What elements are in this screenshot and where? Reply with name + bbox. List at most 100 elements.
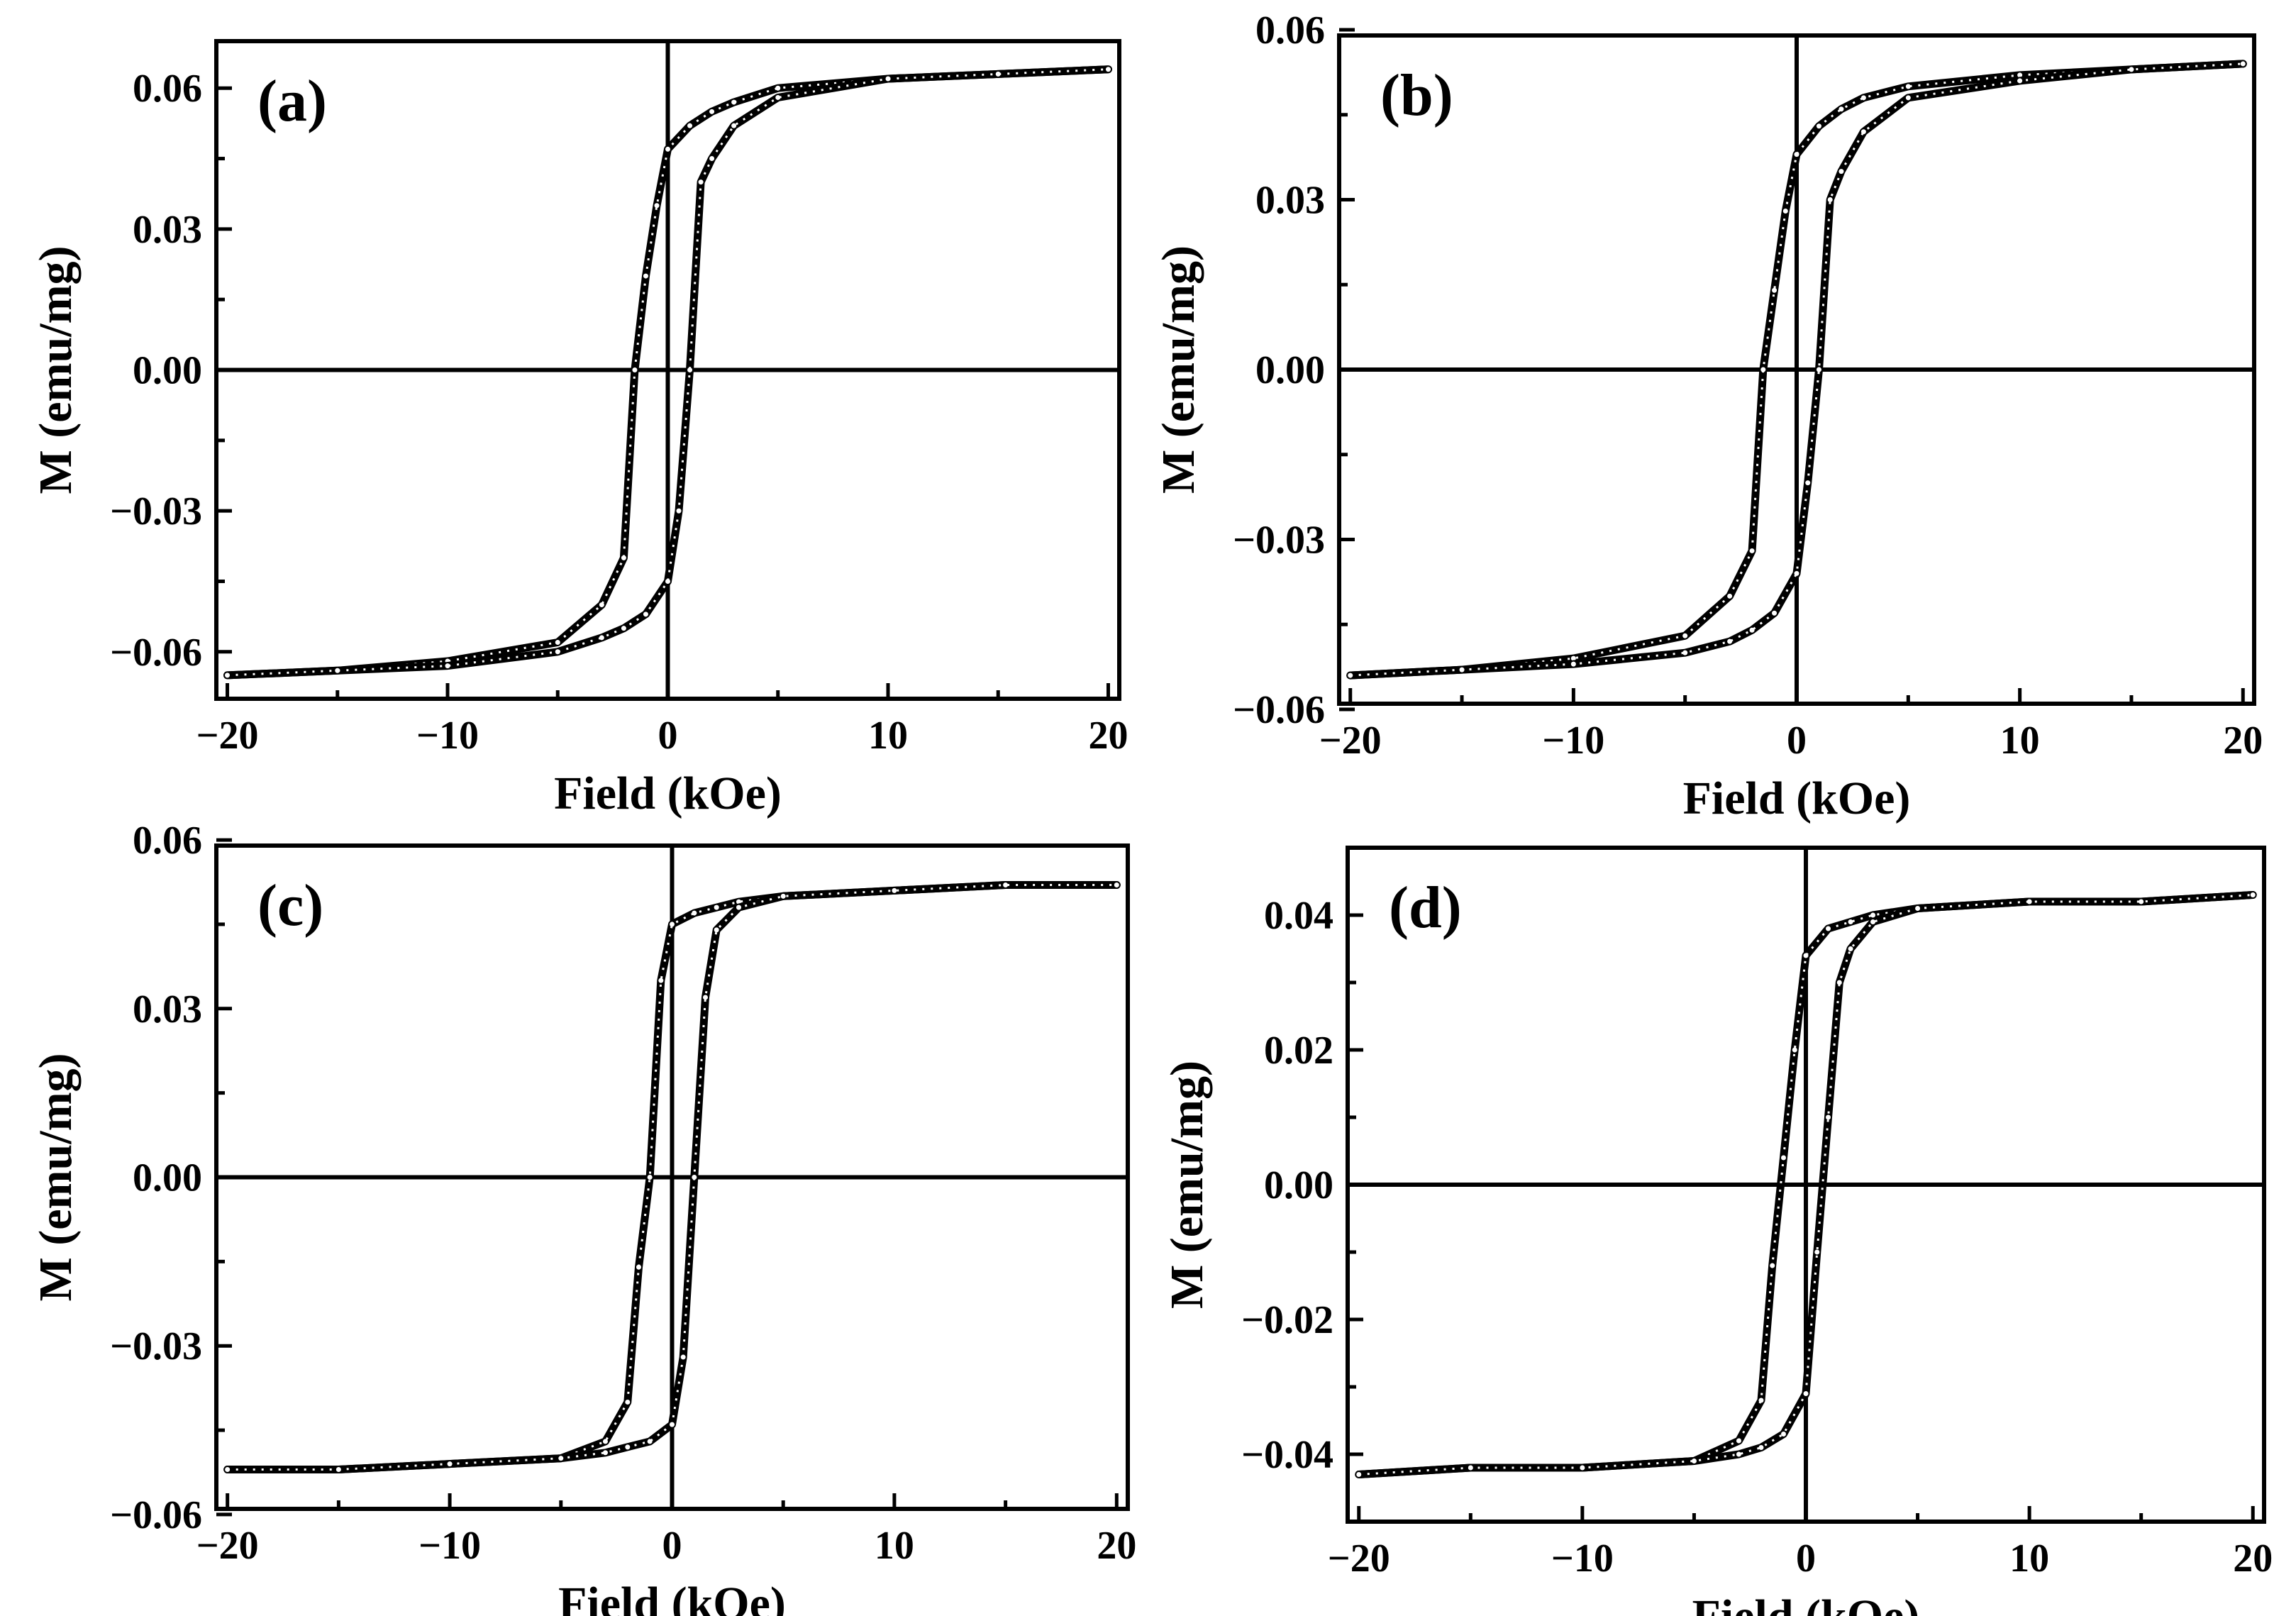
- data-point: [692, 910, 697, 916]
- data-point: [2139, 899, 2144, 904]
- data-point: [1794, 570, 1799, 576]
- panel-b: −20 −10 0 10 20 0.06 0.03 0.00 −0.03 −0.06 Field (…: [1153, 9, 2263, 824]
- data-point: [2250, 892, 2256, 897]
- data-point: [714, 904, 719, 910]
- data-point: [1772, 610, 1778, 616]
- data-point: [1816, 123, 1821, 129]
- y-tick-label: 0.06: [1255, 9, 1325, 52]
- data-point: [1839, 169, 1844, 175]
- data-point: [1826, 1114, 1831, 1120]
- data-point: [602, 1439, 608, 1444]
- y-tick-label: −0.03: [110, 1324, 202, 1368]
- data-point: [1758, 1445, 1764, 1450]
- data-point: [687, 367, 693, 372]
- data-point: [1691, 1459, 1697, 1463]
- data-point: [2026, 899, 2032, 904]
- data-point: [1860, 129, 1866, 135]
- x-tick-label: −10: [416, 714, 479, 758]
- data-point: [1682, 650, 1688, 655]
- data-point: [1770, 1263, 1775, 1268]
- data-point: [1760, 367, 1766, 372]
- data-point: [602, 1450, 608, 1456]
- data-point: [1803, 953, 1809, 958]
- y-tick-label: 0.00: [133, 1156, 202, 1200]
- data-point: [1570, 661, 1576, 667]
- data-point: [736, 904, 742, 910]
- x-tick-label: −10: [418, 1524, 481, 1568]
- data-point: [775, 85, 781, 91]
- data-point: [599, 602, 604, 608]
- data-point: [676, 508, 682, 514]
- data-point: [2129, 67, 2134, 72]
- data-point: [643, 273, 648, 279]
- data-point: [709, 109, 715, 114]
- x-tick-label: −20: [1328, 1537, 1390, 1581]
- data-point: [1792, 1047, 1797, 1053]
- data-point: [654, 203, 660, 209]
- data-point: [885, 76, 891, 82]
- data-point: [1848, 919, 1853, 924]
- data-point: [445, 663, 450, 669]
- data-point: [1814, 1249, 1820, 1255]
- data-point: [1780, 1432, 1786, 1437]
- data-point: [892, 887, 897, 893]
- data-point: [703, 995, 709, 1000]
- data-point: [625, 1444, 631, 1450]
- data-point: [2017, 72, 2023, 78]
- data-point: [2240, 61, 2246, 67]
- data-point: [1570, 655, 1576, 661]
- data-point: [1348, 673, 1353, 678]
- y-tick-label: 0.06: [133, 67, 202, 111]
- y-tick-label: −0.02: [1241, 1298, 1333, 1342]
- x-tick-label: 0: [1787, 719, 1807, 763]
- panel-label: (d): [1389, 875, 1462, 941]
- data-point: [1356, 1472, 1362, 1477]
- y-tick-label: −0.06: [1233, 688, 1325, 732]
- data-point: [731, 99, 737, 105]
- data-point: [1836, 980, 1842, 985]
- y-tick-label: 0.03: [1255, 179, 1325, 223]
- data-point: [1772, 287, 1778, 293]
- data-point: [1758, 1398, 1764, 1403]
- data-point: [335, 1467, 341, 1473]
- x-tick-label: 20: [1088, 714, 1128, 758]
- x-axis-label: Field (kOe): [1692, 1590, 1920, 1616]
- series-overlay-ascending: [227, 68, 1109, 677]
- y-axis-label: M (emu/mg): [30, 245, 82, 494]
- data-point: [670, 1422, 675, 1427]
- data-point: [1468, 1465, 1473, 1471]
- y-axis-label: M (emu/mg): [1153, 245, 1204, 494]
- data-point: [1870, 919, 1876, 924]
- x-tick-label: −10: [1551, 1537, 1614, 1581]
- series-overlay-ascending: [1358, 894, 2253, 1476]
- data-point: [658, 978, 664, 983]
- data-point: [1749, 548, 1755, 553]
- data-point: [1905, 84, 1911, 89]
- data-point: [995, 71, 1001, 77]
- panel-a: −20 −10 0 10 20 0.06 0.03 0.00 −0.03 −0.06 Field (…: [30, 39, 1128, 819]
- data-point: [1749, 627, 1755, 633]
- data-point: [225, 673, 231, 678]
- x-tick-label: 10: [875, 1524, 914, 1568]
- x-tick-label: 20: [2233, 1537, 2273, 1581]
- x-axis-label: Field (kOe): [554, 768, 782, 819]
- x-tick-label: 0: [1796, 1537, 1816, 1581]
- data-point: [1736, 1451, 1741, 1457]
- data-point: [1839, 106, 1844, 112]
- data-point: [1003, 882, 1009, 887]
- data-point: [1727, 593, 1733, 599]
- panel-label: (c): [257, 873, 323, 939]
- data-point: [1794, 152, 1799, 157]
- data-point: [780, 893, 786, 899]
- data-point: [1905, 95, 1911, 101]
- data-point: [647, 1175, 653, 1180]
- y-tick-label: 0.06: [133, 819, 202, 863]
- data-point: [1782, 208, 1788, 214]
- x-tick-label: 0: [662, 1524, 682, 1568]
- data-point: [731, 123, 737, 128]
- x-tick-label: 10: [2000, 719, 2040, 763]
- x-tick-label: −20: [196, 1524, 259, 1568]
- panel-label: (a): [257, 68, 327, 134]
- y-axis-label: M (emu/mg): [1161, 1061, 1213, 1309]
